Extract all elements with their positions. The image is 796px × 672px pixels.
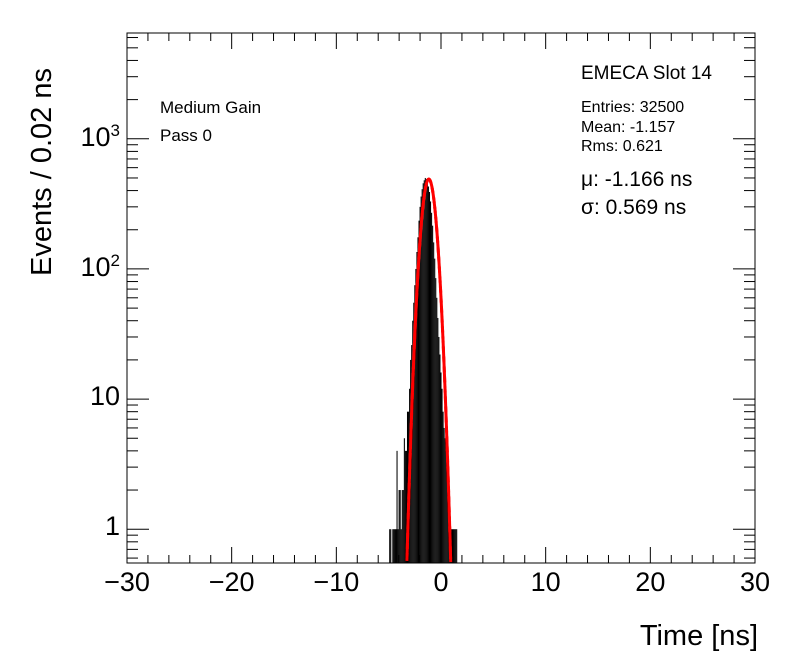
histogram-bins <box>389 177 458 564</box>
histogram-bin <box>390 529 392 563</box>
histogram-bin <box>430 201 432 564</box>
histogram-bin <box>428 192 431 564</box>
fit-curve-solid <box>405 177 453 563</box>
histogram-bin <box>402 490 404 563</box>
x-tick-label: 30 <box>739 567 771 597</box>
histogram-bin <box>445 450 447 563</box>
y-tick-label: 10 <box>89 381 120 412</box>
histogram-bin <box>427 186 429 564</box>
histogram-bin <box>433 242 435 563</box>
histogram-bin <box>393 529 395 563</box>
histogram-bin <box>443 427 445 563</box>
histogram-bin <box>413 302 415 563</box>
x-tick-label: 10 <box>530 567 561 597</box>
histogram-bin <box>453 529 455 563</box>
fit-curve <box>405 177 453 563</box>
histogram-bin <box>396 450 398 563</box>
y-tick-label: 1 <box>104 511 120 542</box>
histogram-bin <box>426 181 428 563</box>
histogram-bin <box>420 196 422 564</box>
histogram-bin <box>446 467 448 563</box>
histogram-bin <box>416 251 418 563</box>
histogram-bin <box>405 450 407 563</box>
histogram-bin <box>435 278 437 563</box>
histogram-bin <box>425 179 427 564</box>
stats-mean: Mean: -1.157 <box>581 119 676 136</box>
histogram-bin <box>432 225 434 563</box>
fit-mean: μ: -1.166 ns <box>581 168 693 191</box>
histogram-bin <box>389 529 391 563</box>
histogram-bin <box>403 438 405 563</box>
histogram-bin <box>418 220 420 563</box>
histogram-bin <box>394 529 396 563</box>
histogram-bin <box>421 189 423 564</box>
annotation-pass: Pass 0 <box>160 126 212 145</box>
histogram-bin <box>397 529 399 563</box>
histogram-bin <box>441 388 443 563</box>
histogram-bin <box>412 320 414 563</box>
histogram-bin <box>392 529 394 563</box>
y-tick-label: 103 <box>80 120 120 152</box>
histogram-bin <box>422 183 424 563</box>
histogram-bin <box>456 529 458 563</box>
histogram-bin <box>423 180 425 563</box>
x-tick-label: −10 <box>313 567 360 597</box>
histogram-bin <box>436 297 438 563</box>
y-tick-label: 102 <box>80 250 120 282</box>
histogram-bin <box>454 529 456 563</box>
histogram-bin <box>399 490 401 563</box>
stats-rms: Rms: 0.621 <box>581 138 663 155</box>
histogram-bin <box>419 206 421 563</box>
histogram-bin <box>442 411 444 563</box>
histogram-bin <box>404 450 406 563</box>
annotation-gain: Medium Gain <box>160 98 262 117</box>
histogram-bin <box>437 317 439 563</box>
x-axis-ticks <box>126 33 756 563</box>
y-axis-label: Events / 0.02 ns <box>26 68 58 276</box>
histogram-bin <box>414 285 416 563</box>
histogram-bin <box>415 268 417 563</box>
x-tick-label: −20 <box>208 567 255 597</box>
histogram-bin <box>440 372 442 563</box>
fit-sigma: σ: 0.569 ns <box>581 196 687 219</box>
histogram-bin <box>444 438 446 563</box>
histogram-bin <box>417 237 419 563</box>
histogram-bin <box>431 212 433 564</box>
x-tick-label: 0 <box>433 567 449 597</box>
histogram-bin <box>406 411 409 563</box>
histogram-bin <box>438 336 440 563</box>
histogram-bin <box>455 529 457 563</box>
histogram-bin <box>398 490 400 563</box>
x-tick-label: −30 <box>104 567 150 597</box>
histogram-bin <box>424 177 426 563</box>
stats-title: EMECA Slot 14 <box>581 63 712 84</box>
y-axis-ticks <box>127 37 755 559</box>
histogram-bin <box>401 490 403 563</box>
histogram-bin <box>439 354 441 563</box>
x-tick-label: 20 <box>635 567 666 597</box>
histogram-bin <box>451 529 454 563</box>
histogram-bin <box>400 529 402 563</box>
stats-entries: Entries: 32500 <box>581 99 685 116</box>
x-axis-label: Time [ns] <box>639 620 758 652</box>
histogram-bin <box>434 258 436 563</box>
histogram-bin <box>395 529 397 563</box>
